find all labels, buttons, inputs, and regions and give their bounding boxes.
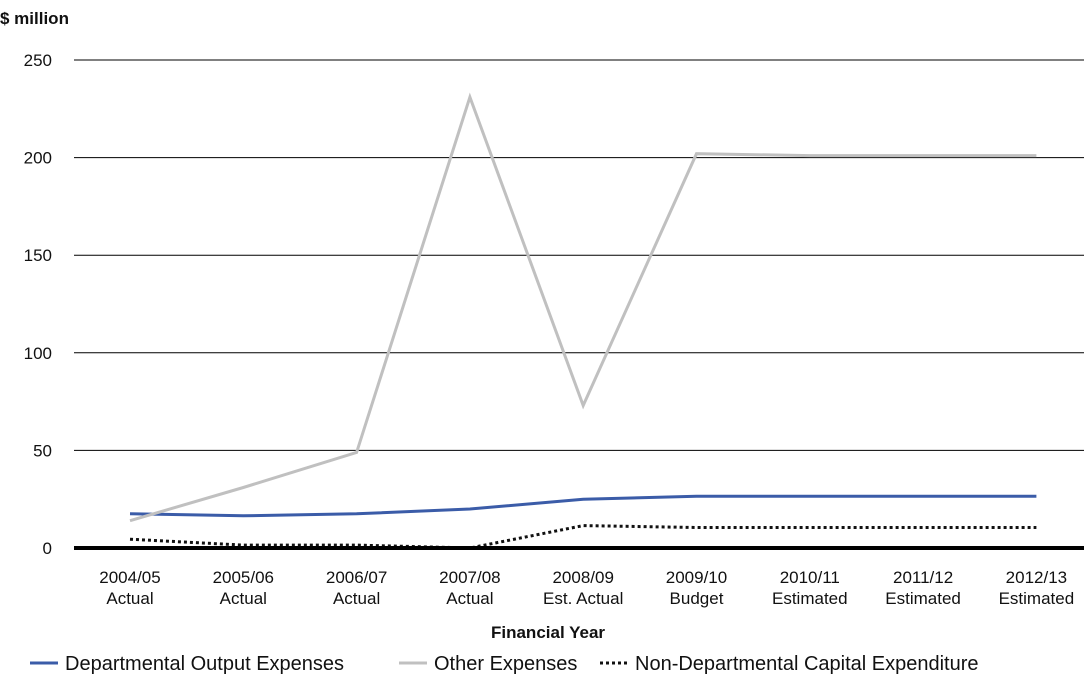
series-lines [129, 92, 1037, 550]
series-line-1 [129, 92, 1037, 523]
y-tick-label: 150 [24, 246, 52, 265]
x-tick-label: 2012/13 Estimated [999, 568, 1075, 608]
legend-label: Other Expenses [434, 653, 577, 675]
series-line-2 [129, 524, 1037, 550]
y-tick-label: 100 [24, 344, 52, 363]
series-line-0 [129, 494, 1037, 518]
x-tick-label: 2006/07 Actual [326, 568, 387, 608]
x-tick-label: 2011/12 Estimated [885, 568, 961, 608]
x-axis-title: Financial Year [491, 623, 605, 642]
legend: Departmental Output Expenses Other Expens… [30, 653, 979, 675]
x-tick-label: 2008/09 Est. Actual [543, 568, 623, 608]
y-axis-title: $ million [0, 9, 69, 28]
y-tick-label: 250 [24, 51, 52, 70]
x-tick-label: 2007/08 Actual [439, 568, 500, 608]
legend-label: Non-Departmental Capital Expenditure [635, 653, 979, 675]
x-tick-label: 2005/06 Actual [213, 568, 274, 608]
x-tick-label: 2004/05 Actual [99, 568, 160, 608]
y-tick-label: 200 [24, 149, 52, 168]
x-tick-label: 2009/10 Budget [666, 568, 727, 608]
legend-label: Departmental Output Expenses [65, 653, 344, 675]
x-tick-label: 2010/11 Estimated [772, 568, 848, 608]
x-tick-labels: 2004/05 Actual 2005/06 Actual 2006/07 Actual 2… [99, 568, 1074, 608]
y-tick-labels: 0 50 100 150 200 250 [24, 51, 52, 558]
gridlines [74, 59, 1084, 451]
y-tick-label: 50 [33, 441, 52, 460]
y-tick-label: 0 [43, 539, 52, 558]
